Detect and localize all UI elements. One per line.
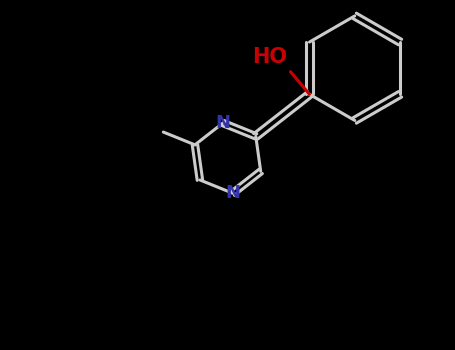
Text: N: N: [225, 184, 240, 202]
Text: HO: HO: [252, 47, 287, 67]
Text: N: N: [215, 114, 230, 132]
